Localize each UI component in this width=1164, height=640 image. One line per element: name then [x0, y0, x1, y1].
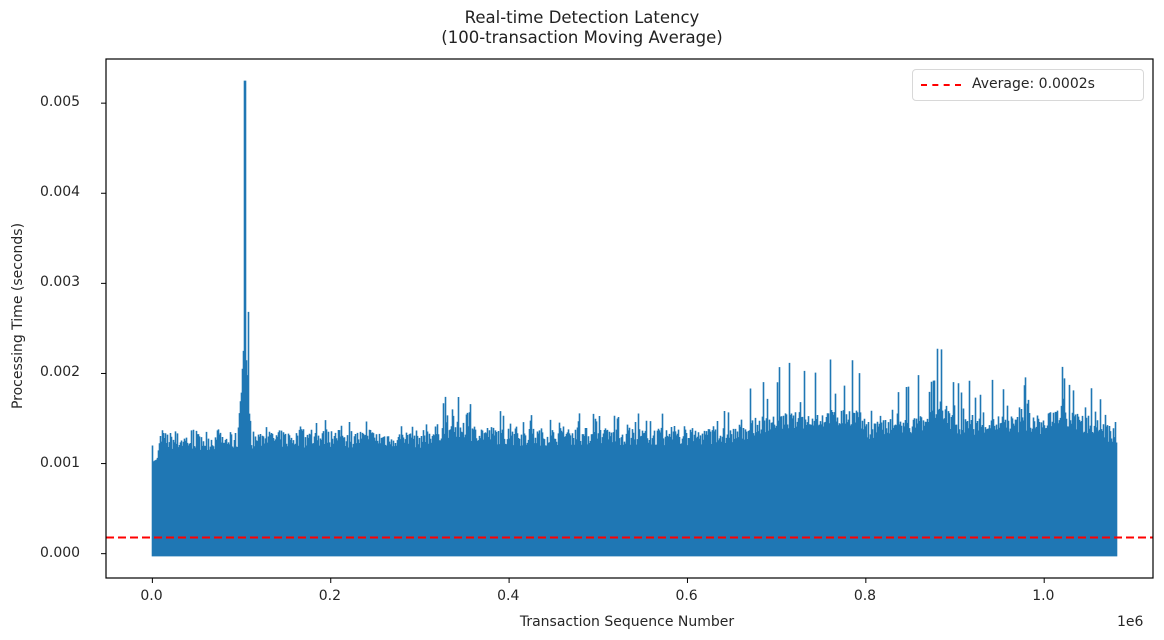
- y-tick-label: 0.000: [40, 544, 81, 561]
- axis-ticks: [101, 102, 1045, 583]
- x-tick-label: 0.2: [318, 588, 341, 604]
- axes-frame: [105, 58, 1154, 579]
- legend: Average: 0.0002s: [912, 69, 1144, 101]
- legend-item-average: Average: 0.0002s: [972, 76, 1095, 92]
- chart-title: Real-time Detection Latency: [464, 8, 700, 27]
- x-tick-label: 0.4: [497, 588, 520, 604]
- y-tick-label: 0.002: [40, 364, 81, 381]
- y-axis-label: Processing Time (seconds): [10, 222, 26, 410]
- legend-dashed-line-icon: [921, 84, 961, 86]
- x-axis-offset-label: 1e6: [1117, 614, 1144, 630]
- x-tick-label: 0.0: [140, 588, 163, 604]
- x-tick-label: 0.6: [675, 588, 698, 604]
- chart-subtitle: (100-transaction Moving Average): [441, 28, 723, 47]
- latency-series: [151, 80, 1118, 557]
- y-tick-label: 0.001: [40, 454, 81, 471]
- x-tick-label: 0.8: [853, 588, 877, 604]
- y-tick-label: 0.004: [40, 184, 81, 201]
- x-axis-label: Transaction Sequence Number: [519, 614, 735, 630]
- x-tick-label: 1.0: [1032, 588, 1055, 604]
- y-tick-label: 0.005: [40, 94, 81, 111]
- y-tick-label: 0.003: [40, 274, 81, 291]
